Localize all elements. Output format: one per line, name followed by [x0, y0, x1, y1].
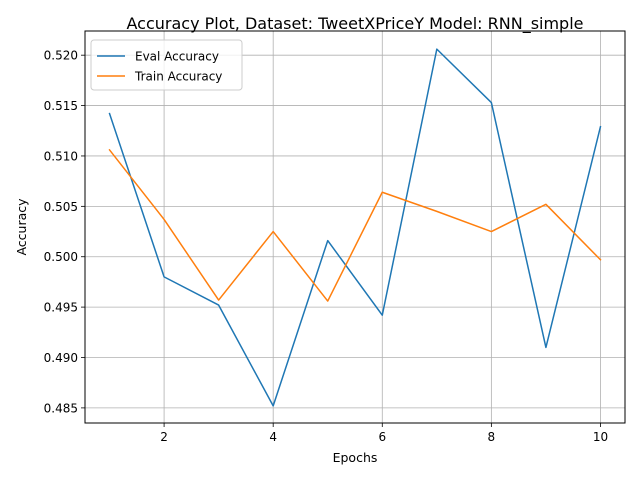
legend-label: Train Accuracy	[134, 70, 222, 84]
plot-frame	[84, 30, 626, 424]
y-tick-label: 0.495	[44, 301, 78, 315]
y-tick-label: 0.510	[44, 149, 78, 163]
x-tick-label: 2	[160, 430, 168, 444]
y-tick-label: 0.500	[44, 250, 78, 264]
series-line-eval-accuracy	[108, 48, 602, 407]
y-tick-label: 0.485	[44, 401, 78, 415]
chart-title: Accuracy Plot, Dataset: TweetXPriceY Mod…	[127, 14, 584, 34]
legend-label: Eval Accuracy	[135, 50, 219, 64]
y-tick-label: 0.515	[44, 99, 78, 113]
legend: Eval Accuracy Train Accuracy	[90, 39, 243, 91]
y-tick-label: 0.505	[44, 200, 78, 214]
axis-ticks: 2 4 6 8 10 0.485 0.490 0.495 0.500 0.505 0.510 0.51…	[44, 49, 608, 444]
x-tick-label: 4	[269, 430, 277, 444]
series-lines	[108, 48, 602, 407]
grid	[85, 31, 625, 423]
y-axis-label: Accuracy	[14, 198, 29, 256]
y-tick-label: 0.520	[44, 49, 78, 63]
legend-box	[90, 39, 243, 91]
x-tick-label: 6	[378, 430, 386, 444]
x-axis-label: Epochs	[333, 450, 378, 465]
x-tick-label: 8	[488, 430, 496, 444]
y-tick-label: 0.490	[44, 351, 78, 365]
x-tick-label: 10	[593, 430, 608, 444]
series-line-train-accuracy	[108, 148, 602, 302]
